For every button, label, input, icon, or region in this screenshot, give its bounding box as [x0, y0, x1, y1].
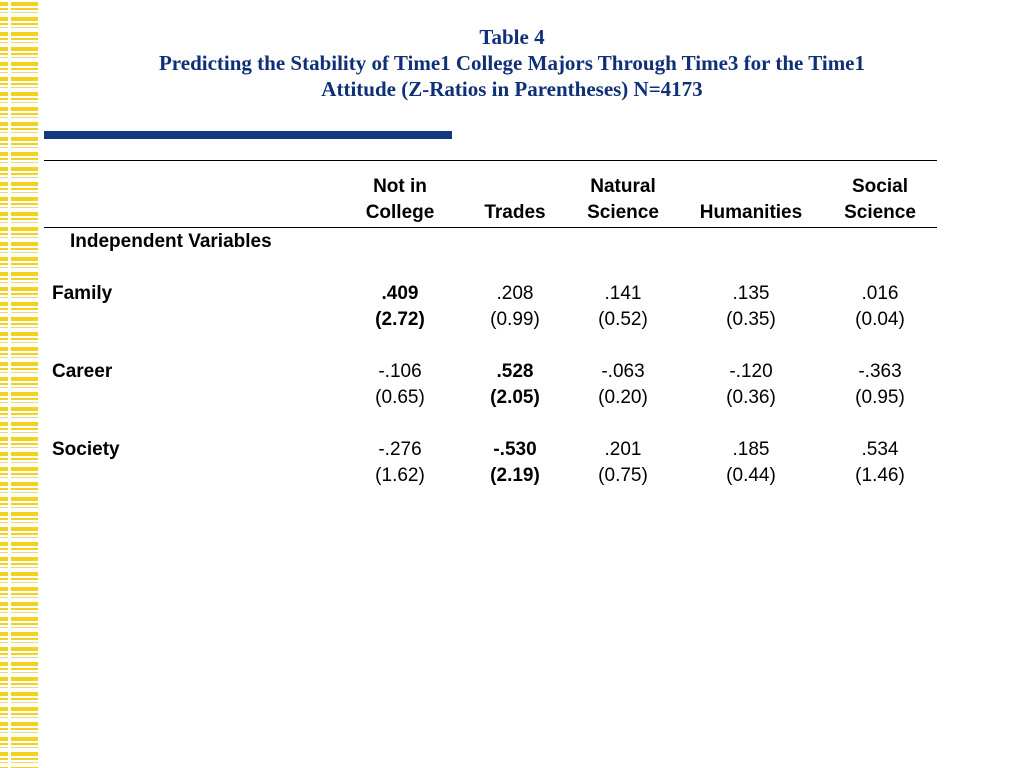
- col-header-natural-science: Natural Science: [587, 176, 659, 223]
- row-label-society: Society: [52, 439, 120, 460]
- table-caption-line-2: Attitude (Z-Ratios in Parentheses) N=417…: [321, 77, 703, 101]
- table-cell: -.276 (1.62): [375, 439, 425, 486]
- col-header-humanities: Humanities: [699, 202, 803, 223]
- table-cell: .409 (2.72): [375, 283, 425, 330]
- table-cell: .135 (0.35): [726, 283, 776, 330]
- table-cell: .528 (2.05): [490, 361, 540, 408]
- table-cell: .141 (0.52): [598, 283, 648, 330]
- table-cell: -.063 (0.20): [598, 361, 648, 408]
- section-label: Independent Variables: [70, 231, 272, 252]
- table-cell: -.106 (0.65): [375, 361, 425, 408]
- table-caption-line-1: Predicting the Stability of Time1 Colleg…: [158, 51, 866, 75]
- table-cell: -.363 (0.95): [855, 361, 905, 408]
- table-title: Table 4 Predicting the Stability of Time…: [40, 24, 984, 102]
- decorative-stripe-border: [0, 0, 38, 768]
- table-number: Table 4: [479, 25, 545, 49]
- table-cell: .534 (1.46): [855, 439, 905, 486]
- col-header-not-in-college: Not in College: [365, 176, 435, 223]
- table-top-rule: [44, 160, 937, 161]
- table-cell: .201 (0.75): [598, 439, 648, 486]
- col-header-social-science: Social Science: [844, 176, 916, 223]
- row-label-family: Family: [52, 283, 113, 304]
- table-cell: .185 (0.44): [726, 439, 776, 486]
- row-label-career: Career: [52, 361, 113, 382]
- table-header-rule: [44, 227, 937, 228]
- accent-bar: [44, 131, 452, 139]
- table-cell: -.120 (0.36): [726, 361, 776, 408]
- table-cell: -.530 (2.19): [490, 439, 540, 486]
- table-cell: .208 (0.99): [490, 283, 540, 330]
- col-header-trades: Trades: [484, 202, 546, 223]
- table-cell: .016 (0.04): [855, 283, 905, 330]
